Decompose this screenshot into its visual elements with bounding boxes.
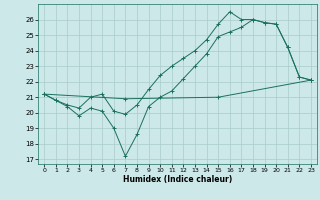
X-axis label: Humidex (Indice chaleur): Humidex (Indice chaleur) xyxy=(123,175,232,184)
